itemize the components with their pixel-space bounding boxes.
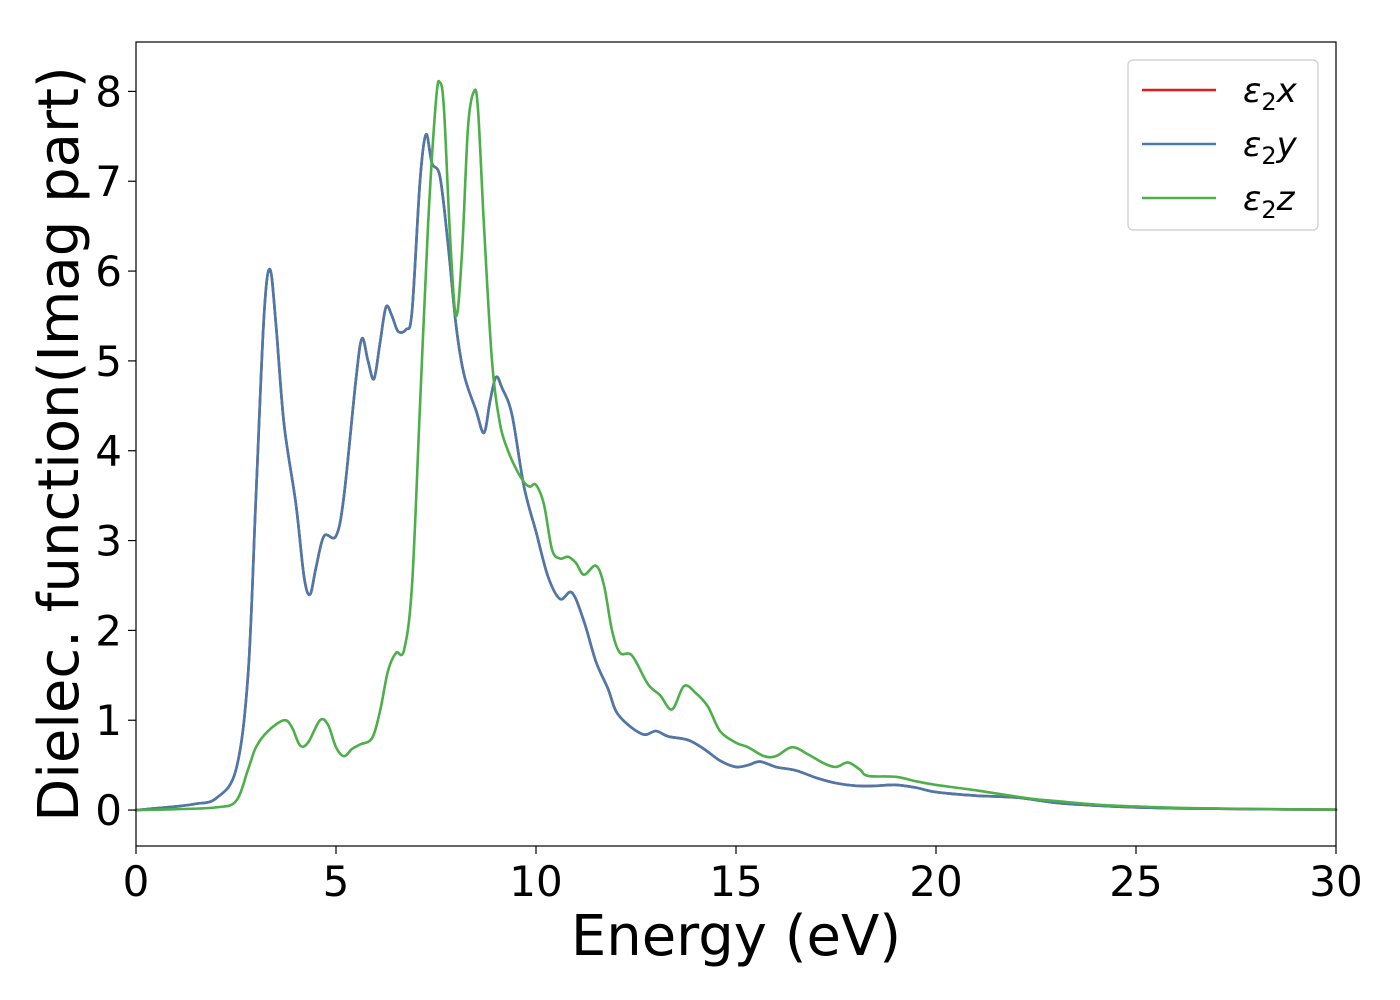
series-line-y <box>134 133 1338 812</box>
x-tick-label: 15 <box>709 857 762 906</box>
y-axis-ticks: 0 1 2 3 4 5 6 7 8 <box>95 67 136 835</box>
series-line-z <box>134 79 1338 812</box>
x-axis-ticks: 0 5 10 15 20 25 30 <box>123 846 1363 906</box>
y-tick-label: 0 <box>95 786 122 835</box>
y-tick-label: 3 <box>95 517 122 566</box>
y-tick-label: 1 <box>95 696 122 745</box>
x-tick-label: 0 <box>123 857 150 906</box>
x-tick-label: 10 <box>509 857 562 906</box>
x-tick-label: 20 <box>909 857 962 906</box>
x-tick-label: 30 <box>1309 857 1362 906</box>
y-tick-label: 7 <box>95 157 122 206</box>
legend-label-x: ε2x <box>1243 71 1298 116</box>
x-axis-title: Energy (eV) <box>571 904 901 969</box>
x-tick-label: 25 <box>1109 857 1162 906</box>
legend-frame <box>1127 59 1319 231</box>
y-tick-label: 8 <box>95 67 122 116</box>
legend: ε2x ε2y ε2z <box>1127 59 1319 231</box>
legend-label-y: ε2y <box>1243 125 1298 170</box>
legend-label-z: ε2z <box>1243 179 1296 224</box>
x-tick-label: 5 <box>323 857 350 906</box>
y-tick-label: 6 <box>95 247 122 296</box>
series-layer <box>134 79 1338 812</box>
y-tick-label: 2 <box>95 606 122 655</box>
y-tick-label: 4 <box>95 427 122 476</box>
y-tick-label: 5 <box>95 337 122 386</box>
y-axis-title: Dielec. function(Imag part) <box>27 66 92 822</box>
